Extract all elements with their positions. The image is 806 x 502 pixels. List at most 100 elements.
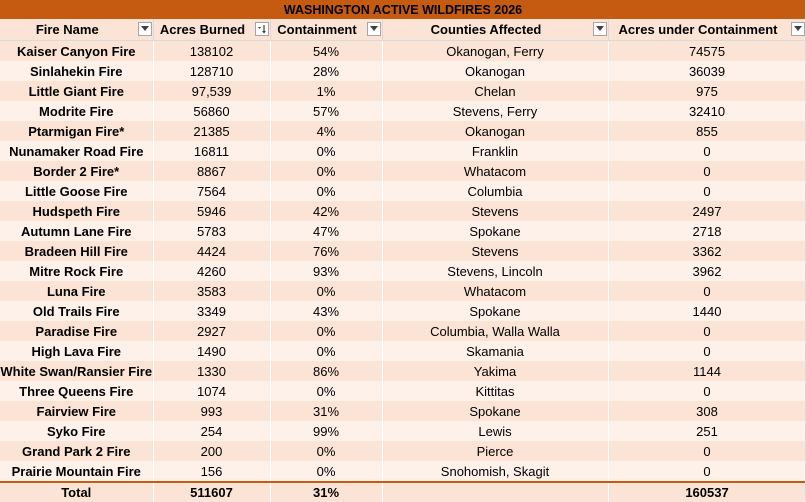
cell-acres-under-containment[interactable]: 1440 (608, 301, 806, 321)
cell-counties-affected[interactable]: Okanogan (382, 121, 609, 141)
total-cell-counties-affected[interactable] (382, 481, 609, 502)
cell-acres-under-containment[interactable]: 975 (608, 81, 806, 101)
cell-acres-under-containment[interactable]: 0 (608, 281, 806, 301)
cell-acres-burned[interactable]: 254 (153, 421, 271, 441)
cell-containment[interactable]: 1% (270, 81, 383, 101)
cell-fire-name[interactable]: High Lava Fire (0, 341, 154, 361)
cell-fire-name[interactable]: Paradise Fire (0, 321, 154, 341)
cell-acres-burned[interactable]: 128710 (153, 61, 271, 81)
cell-counties-affected[interactable]: Yakima (382, 361, 609, 381)
cell-fire-name[interactable]: Three Queens Fire (0, 381, 154, 401)
cell-acres-under-containment[interactable]: 36039 (608, 61, 806, 81)
cell-acres-burned[interactable]: 200 (153, 441, 271, 461)
cell-acres-under-containment[interactable]: 0 (608, 461, 806, 482)
cell-containment[interactable]: 93% (270, 261, 383, 281)
cell-acres-burned[interactable]: 3583 (153, 281, 271, 301)
cell-containment[interactable]: 31% (270, 401, 383, 421)
cell-acres-under-containment[interactable]: 0 (608, 321, 806, 341)
cell-counties-affected[interactable]: Franklin (382, 141, 609, 161)
cell-fire-name[interactable]: Little Goose Fire (0, 181, 154, 201)
cell-fire-name[interactable]: Ptarmigan Fire* (0, 121, 154, 141)
cell-fire-name[interactable]: Mitre Rock Fire (0, 261, 154, 281)
cell-acres-under-containment[interactable]: 0 (608, 181, 806, 201)
cell-containment[interactable]: 47% (270, 221, 383, 241)
cell-fire-name[interactable]: Syko Fire (0, 421, 154, 441)
cell-acres-burned[interactable]: 56860 (153, 101, 271, 121)
total-cell-fire-name[interactable]: Total (0, 481, 154, 502)
cell-acres-under-containment[interactable]: 855 (608, 121, 806, 141)
cell-acres-under-containment[interactable]: 2718 (608, 221, 806, 241)
cell-counties-affected[interactable]: Spokane (382, 301, 609, 321)
cell-fire-name[interactable]: White Swan/Ransier Fire (0, 361, 154, 381)
cell-fire-name[interactable]: Old Trails Fire (0, 301, 154, 321)
cell-counties-affected[interactable]: Okanogan, Ferry (382, 40, 609, 61)
cell-containment[interactable]: 57% (270, 101, 383, 121)
cell-counties-affected[interactable]: Kittitas (382, 381, 609, 401)
cell-counties-affected[interactable]: Snohomish, Skagit (382, 461, 609, 482)
cell-acres-burned[interactable]: 16811 (153, 141, 271, 161)
cell-counties-affected[interactable]: Columbia, Walla Walla (382, 321, 609, 341)
column-header-acres-burned[interactable]: Acres Burned (153, 19, 271, 41)
cell-counties-affected[interactable]: Stevens, Lincoln (382, 261, 609, 281)
cell-counties-affected[interactable]: Pierce (382, 441, 609, 461)
cell-containment[interactable]: 54% (270, 40, 383, 61)
cell-fire-name[interactable]: Grand Park 2 Fire (0, 441, 154, 461)
cell-acres-burned[interactable]: 993 (153, 401, 271, 421)
sort-descending-icon[interactable] (254, 22, 269, 36)
cell-acres-under-containment[interactable]: 251 (608, 421, 806, 441)
cell-containment[interactable]: 0% (270, 381, 383, 401)
cell-fire-name[interactable]: Kaiser Canyon Fire (0, 40, 154, 61)
cell-counties-affected[interactable]: Spokane (382, 401, 609, 421)
cell-acres-burned[interactable]: 7564 (153, 181, 271, 201)
cell-counties-affected[interactable]: Skamania (382, 341, 609, 361)
cell-containment[interactable]: 76% (270, 241, 383, 261)
cell-containment[interactable]: 28% (270, 61, 383, 81)
cell-counties-affected[interactable]: Lewis (382, 421, 609, 441)
cell-acres-burned[interactable]: 2927 (153, 321, 271, 341)
filter-dropdown-icon[interactable] (137, 22, 152, 36)
cell-acres-under-containment[interactable]: 0 (608, 441, 806, 461)
cell-containment[interactable]: 42% (270, 201, 383, 221)
cell-fire-name[interactable]: Sinlahekin Fire (0, 61, 154, 81)
cell-counties-affected[interactable]: Whatacom (382, 161, 609, 181)
filter-dropdown-icon[interactable] (790, 22, 805, 36)
cell-acres-under-containment[interactable]: 308 (608, 401, 806, 421)
cell-fire-name[interactable]: Bradeen Hill Fire (0, 241, 154, 261)
cell-acres-burned[interactable]: 97,539 (153, 81, 271, 101)
cell-fire-name[interactable]: Luna Fire (0, 281, 154, 301)
cell-containment[interactable]: 0% (270, 161, 383, 181)
cell-containment[interactable]: 86% (270, 361, 383, 381)
cell-acres-under-containment[interactable]: 3362 (608, 241, 806, 261)
cell-acres-under-containment[interactable]: 0 (608, 141, 806, 161)
cell-acres-burned[interactable]: 21385 (153, 121, 271, 141)
cell-acres-burned[interactable]: 8867 (153, 161, 271, 181)
cell-fire-name[interactable]: Border 2 Fire* (0, 161, 154, 181)
cell-acres-under-containment[interactable]: 0 (608, 161, 806, 181)
cell-counties-affected[interactable]: Spokane (382, 221, 609, 241)
cell-containment[interactable]: 99% (270, 421, 383, 441)
cell-acres-under-containment[interactable]: 0 (608, 341, 806, 361)
cell-fire-name[interactable]: Autumn Lane Fire (0, 221, 154, 241)
cell-containment[interactable]: 4% (270, 121, 383, 141)
cell-fire-name[interactable]: Fairview Fire (0, 401, 154, 421)
cell-fire-name[interactable]: Little Giant Fire (0, 81, 154, 101)
cell-acres-burned[interactable]: 1490 (153, 341, 271, 361)
cell-containment[interactable]: 0% (270, 441, 383, 461)
cell-fire-name[interactable]: Modrite Fire (0, 101, 154, 121)
column-header-counties-affected[interactable]: Counties Affected (382, 19, 609, 41)
filter-dropdown-icon[interactable] (366, 22, 381, 36)
cell-acres-burned[interactable]: 4260 (153, 261, 271, 281)
cell-counties-affected[interactable]: Stevens (382, 241, 609, 261)
cell-containment[interactable]: 0% (270, 321, 383, 341)
cell-acres-burned[interactable]: 5783 (153, 221, 271, 241)
cell-acres-burned[interactable]: 1074 (153, 381, 271, 401)
cell-containment[interactable]: 43% (270, 301, 383, 321)
total-cell-containment[interactable]: 31% (270, 481, 383, 502)
column-header-fire-name[interactable]: Fire Name (0, 19, 154, 41)
cell-acres-burned[interactable]: 5946 (153, 201, 271, 221)
cell-containment[interactable]: 0% (270, 141, 383, 161)
cell-containment[interactable]: 0% (270, 461, 383, 482)
cell-fire-name[interactable]: Hudspeth Fire (0, 201, 154, 221)
column-header-containment[interactable]: Containment (270, 19, 383, 41)
cell-acres-under-containment[interactable]: 74575 (608, 40, 806, 61)
